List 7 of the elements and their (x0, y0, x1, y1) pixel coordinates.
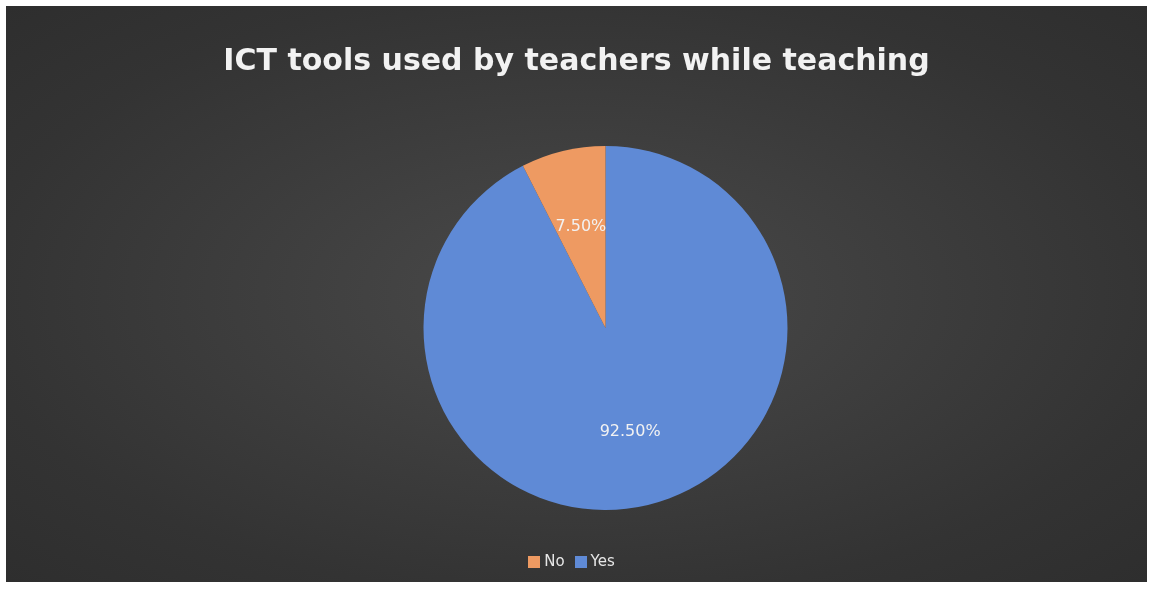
data-label: 92.50% (599, 421, 661, 441)
legend-label: Yes (590, 552, 615, 570)
legend-label: No (544, 552, 565, 570)
pie-slice (423, 146, 788, 510)
pie-slice (522, 146, 606, 328)
data-label: 7.50% (555, 215, 607, 235)
chart-title: ICT tools used by teachers while teaching (222, 42, 931, 77)
